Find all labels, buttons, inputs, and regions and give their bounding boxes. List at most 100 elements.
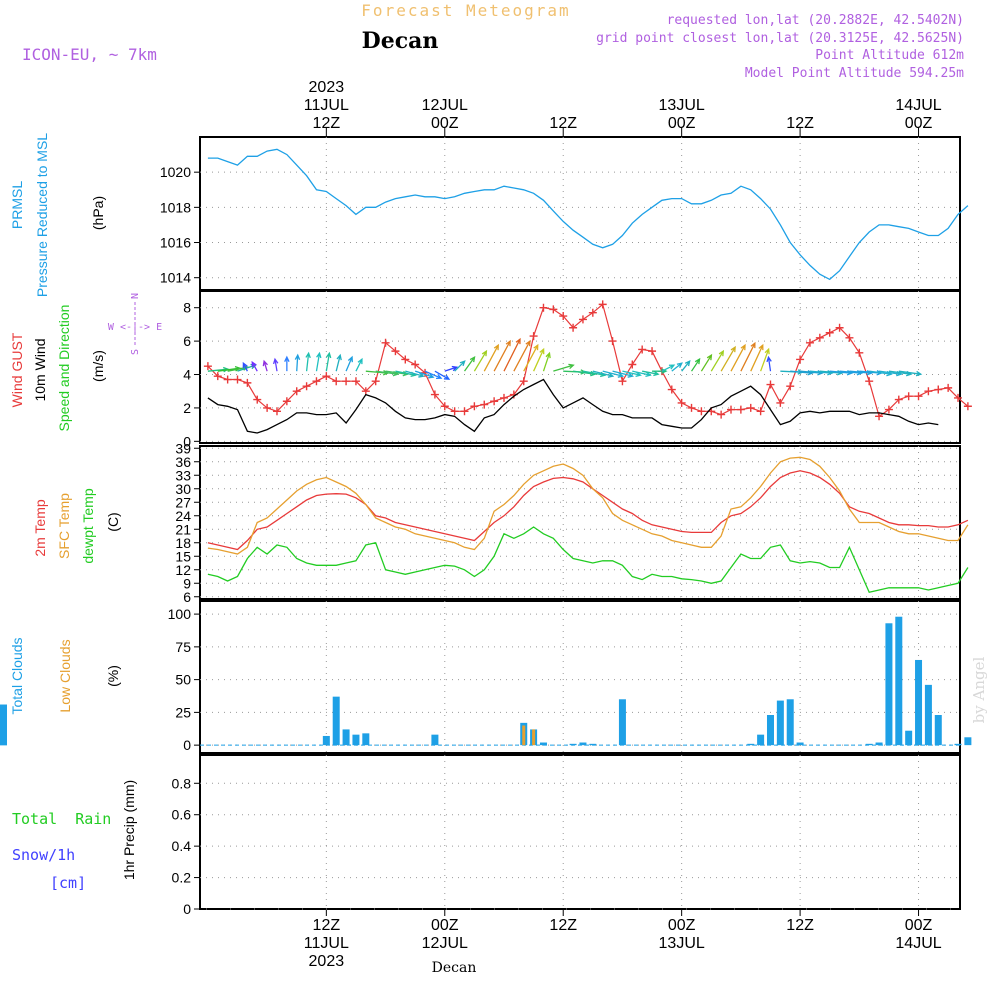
gust-marker <box>351 377 360 386</box>
total-cloud-bar <box>954 743 962 746</box>
gust-marker <box>272 407 281 416</box>
wind-arrow <box>760 347 770 372</box>
panel-frame <box>199 600 961 754</box>
bottom-axis-label: 12Z <box>313 917 341 934</box>
gust-marker <box>490 397 499 406</box>
wind-arrow <box>424 370 443 380</box>
y-tick-label: 75 <box>175 639 191 655</box>
y-tick-label: 6 <box>183 333 191 349</box>
label-10m-wind: 10m Wind <box>32 338 48 401</box>
gust-marker <box>401 355 410 364</box>
bottom-axis-label: 2023 <box>309 953 345 970</box>
total-cloud-bar <box>362 733 370 746</box>
wind-arrow <box>661 364 676 372</box>
wind-arrow <box>335 353 342 372</box>
wind-arrow <box>345 355 353 372</box>
grid-point-coords: grid point closest lon,lat (20.3125E, 42… <box>596 31 964 46</box>
wind-arrow <box>681 360 691 372</box>
gust-marker <box>924 387 933 396</box>
y-tick-label: 1018 <box>160 199 191 215</box>
top-axis-label: 12Z <box>313 115 341 132</box>
wind-arrow <box>542 351 551 372</box>
gust-marker <box>934 385 943 394</box>
gust-marker <box>361 387 370 396</box>
bottom-axis-label: 00Z <box>431 917 459 934</box>
label-low-clouds: Low Clouds <box>57 639 73 712</box>
total-cloud-bar <box>766 715 774 746</box>
total-cloud-bar <box>796 742 804 746</box>
top-axis-label: 00Z <box>431 115 459 132</box>
gust-marker <box>825 328 834 337</box>
wind-arrow <box>305 351 311 372</box>
y-tick-label: 1014 <box>160 270 191 286</box>
gust-marker <box>253 395 262 404</box>
compass-n: N <box>130 293 141 299</box>
gust-marker <box>648 347 657 356</box>
gust-marker <box>223 375 232 384</box>
total-cloud-bar <box>786 699 794 746</box>
label-cm: [cm] <box>50 874 86 892</box>
label-ms: (m/s) <box>90 350 106 382</box>
gust-marker <box>598 300 607 309</box>
wind-arrow <box>503 337 521 372</box>
wind-arrow <box>720 345 736 372</box>
bottom-axis-label: 13JUL <box>659 935 705 952</box>
y-tick-label: 0.2 <box>172 870 192 886</box>
gust-marker <box>480 400 489 409</box>
label-hpa: (hPa) <box>90 196 106 230</box>
wind-arrow <box>690 357 701 372</box>
pressure-panel: PRMSL Pressure Reduced to MSL (hPa) 1014… <box>9 133 969 297</box>
label-total-rain: Total Rain <box>12 810 111 828</box>
gust-marker <box>450 407 459 416</box>
wind-arrow <box>898 370 923 377</box>
series-line-1 <box>207 456 969 555</box>
gust-marker <box>786 382 795 391</box>
total-cloud-bar <box>539 742 547 746</box>
label-wind-gust: Wind GUST <box>9 332 25 407</box>
y-tick-label: 0.4 <box>172 838 192 854</box>
gust-marker <box>766 380 775 389</box>
requested-coords: requested lon,lat (20.2882E, 42.5402N) <box>667 13 964 28</box>
top-axis-label: 12Z <box>786 115 814 132</box>
y-tick-label: 100 <box>168 606 192 622</box>
gust-marker <box>667 385 676 394</box>
gust-marker <box>835 323 844 332</box>
label-total-clouds: Total Clouds <box>9 637 25 714</box>
bottom-axis-label: 00Z <box>668 917 696 934</box>
gust-marker <box>342 377 351 386</box>
gust-marker <box>884 405 893 414</box>
wind-arrow <box>284 355 290 372</box>
y-tick-label: 25 <box>175 704 191 720</box>
panel-frame <box>199 754 961 910</box>
wind-arrow <box>533 347 545 372</box>
wind-arrow <box>671 362 683 372</box>
y-tick-label: 8 <box>183 300 191 316</box>
wind-arrow <box>766 355 772 372</box>
gust-marker <box>203 362 212 371</box>
wind-arrow <box>632 370 652 377</box>
total-cloud-bar <box>915 659 923 746</box>
gust-marker <box>746 403 755 412</box>
bottom-axis-label: 14JUL <box>895 935 941 952</box>
wind-arrow <box>622 370 642 377</box>
y-tick-label: 27 <box>175 494 191 510</box>
gust-marker <box>756 407 765 416</box>
wind-arrow <box>434 370 451 380</box>
label-celsius: (C) <box>105 512 121 531</box>
y-tick-label: 4 <box>183 367 191 383</box>
total-cloud-bar <box>905 730 913 746</box>
gust-marker <box>470 402 479 411</box>
gust-marker <box>638 345 647 354</box>
wind-arrow <box>483 343 499 372</box>
gust-marker <box>588 308 597 317</box>
label-pressure-msl: Pressure Reduced to MSL <box>34 133 50 297</box>
gust-marker <box>519 377 528 386</box>
model-altitude: Model Point Altitude 594.25m <box>745 66 964 81</box>
gust-marker <box>371 377 380 386</box>
wind-arrow <box>355 357 363 372</box>
chart-title: Forecast Meteogram <box>361 1 570 20</box>
gust-marker <box>391 347 400 356</box>
label-snow: Snow/1h <box>12 846 75 864</box>
